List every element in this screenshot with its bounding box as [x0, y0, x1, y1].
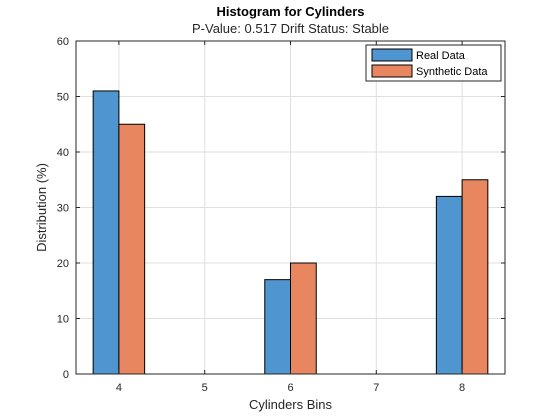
- y-tick-label: 40: [57, 147, 69, 159]
- legend-swatch-synthetic-data: [371, 64, 413, 78]
- bar-real-data-6: [264, 279, 292, 375]
- legend-label-synthetic-data: Synthetic Data: [416, 66, 488, 78]
- bar-synthetic-data-6: [290, 262, 317, 375]
- legend-swatch-real-data: [371, 48, 413, 62]
- y-tick-label: 10: [57, 314, 69, 326]
- x-axis-label: Cylinders Bins: [249, 397, 333, 412]
- y-tick-label: 60: [57, 36, 69, 48]
- y-axis-label: Distribution (%): [34, 163, 49, 252]
- x-tick-label: 5: [202, 382, 208, 394]
- y-tick-label: 0: [63, 369, 69, 381]
- x-tick-label: 6: [287, 382, 293, 394]
- bar-synthetic-data-4: [118, 123, 146, 375]
- x-tick-label: 7: [373, 382, 379, 394]
- x-tick-label: 8: [459, 382, 465, 394]
- chart-subtitle: P-Value: 0.517 Drift Status: Stable: [192, 21, 389, 36]
- bar-real-data-4: [92, 90, 120, 375]
- bar-real-data-8: [435, 195, 463, 375]
- chart-title: Histogram for Cylinders: [216, 4, 364, 19]
- legend: Real Data Synthetic Data: [365, 44, 502, 82]
- bars-layer: [92, 90, 489, 375]
- y-tick-label: 20: [57, 258, 69, 270]
- legend-label-real-data: Real Data: [416, 50, 466, 62]
- y-tick-label: 50: [57, 92, 69, 104]
- x-tick-label: 4: [116, 382, 122, 394]
- axis-ticks: 4 5 6 7 8 0 10 20 30 40 50 60: [57, 36, 505, 394]
- bar-synthetic-data-8: [461, 179, 489, 375]
- y-tick-label: 30: [57, 203, 69, 215]
